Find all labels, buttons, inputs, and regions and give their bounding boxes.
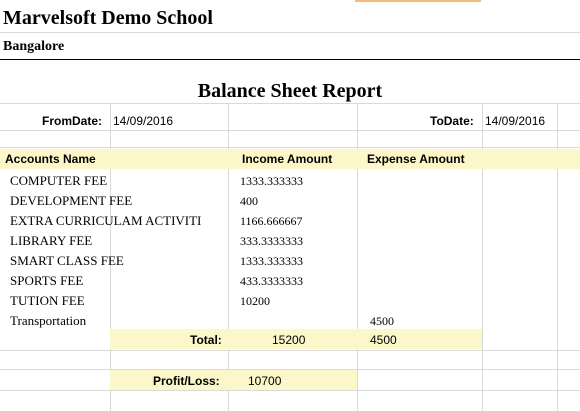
account-name: TUTION FEE bbox=[10, 293, 85, 308]
col-header-expense: Expense Amount bbox=[367, 152, 465, 166]
account-name: LIBRARY FEE bbox=[10, 233, 93, 248]
school-name: Marvelsoft Demo School bbox=[3, 7, 213, 29]
account-name: EXTRA CURRICULAM ACTIVITI bbox=[10, 213, 202, 228]
income-amount: 10200 bbox=[240, 294, 270, 308]
account-name: COMPUTER FEE bbox=[10, 173, 108, 188]
income-amount: 400 bbox=[240, 194, 258, 208]
selection-accent bbox=[355, 0, 481, 2]
account-name: Transportation bbox=[10, 313, 87, 328]
col-header-account: Accounts Name bbox=[5, 152, 96, 166]
total-income: 15200 bbox=[272, 333, 306, 347]
profit-loss-value: 10700 bbox=[248, 374, 282, 388]
total-band bbox=[110, 329, 482, 349]
from-date-value: 14/09/2016 bbox=[113, 114, 174, 128]
income-amount: 1333.333333 bbox=[240, 174, 303, 188]
to-date-label: ToDate: bbox=[430, 114, 474, 128]
report-title: Balance Sheet Report bbox=[197, 80, 383, 102]
income-amount: 1166.666667 bbox=[240, 214, 303, 228]
profit-loss-band bbox=[110, 370, 357, 390]
from-date-label: FromDate: bbox=[42, 114, 103, 128]
profit-loss-label: Profit/Loss: bbox=[153, 374, 220, 388]
total-expense: 4500 bbox=[370, 333, 397, 347]
column-header-band bbox=[0, 149, 580, 169]
account-name: SMART CLASS FEE bbox=[10, 253, 124, 268]
to-date-value: 14/09/2016 bbox=[485, 114, 546, 128]
income-amount: 1333.333333 bbox=[240, 254, 303, 268]
col-header-income: Income Amount bbox=[242, 152, 333, 166]
account-name: DEVELOPMENT FEE bbox=[10, 193, 133, 208]
income-amount: 333.3333333 bbox=[240, 234, 303, 248]
expense-amount: 4500 bbox=[370, 314, 394, 328]
city-name: Bangalore bbox=[3, 39, 65, 54]
income-amount: 433.3333333 bbox=[240, 274, 303, 288]
total-label: Total: bbox=[190, 333, 222, 347]
account-name: SPORTS FEE bbox=[10, 273, 84, 288]
